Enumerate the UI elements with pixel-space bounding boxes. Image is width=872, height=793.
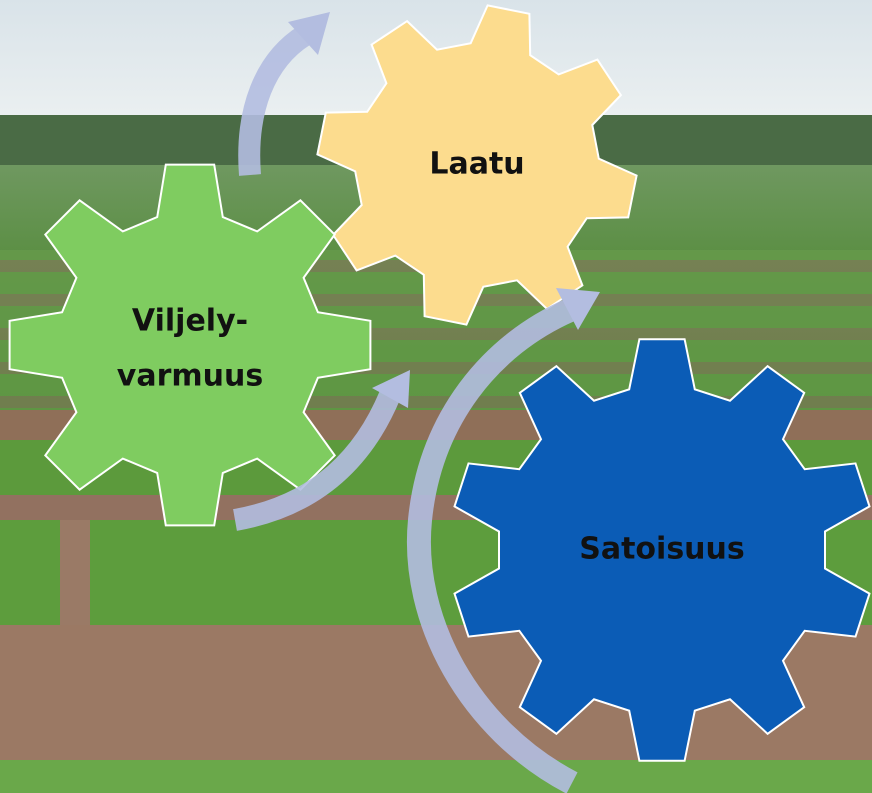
node-label: Laatu <box>429 147 524 182</box>
node-label: Viljely- <box>132 304 248 339</box>
gear <box>10 165 371 526</box>
node-label: Satoisuus <box>579 532 745 567</box>
page: {"nodes": [ {"label": "Laatu"}, {"label_… <box>0 0 872 793</box>
diagram: Laatu Viljely- varmuus Satoisuus <box>0 0 872 793</box>
node-label: varmuus <box>117 359 263 394</box>
